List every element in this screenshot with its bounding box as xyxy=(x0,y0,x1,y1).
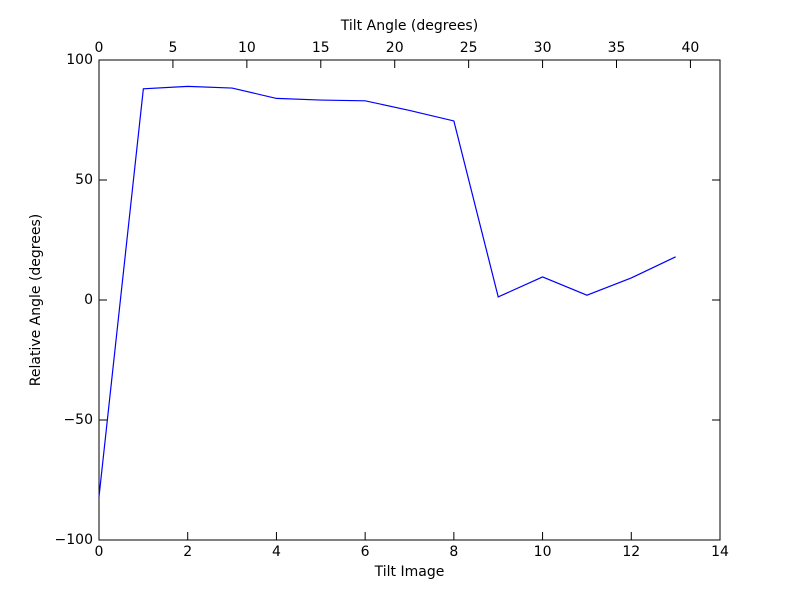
data-line xyxy=(98,85,676,497)
x-axis-label: Tilt Image xyxy=(374,564,445,580)
x-tick-label: 8 xyxy=(449,544,458,560)
y-tick-label: 0 xyxy=(84,292,93,308)
x-tick-label: 6 xyxy=(361,544,370,560)
y-tick-label: −100 xyxy=(55,532,93,548)
x2-axis-label: Tilt Angle (degrees) xyxy=(340,18,478,34)
y-tick-label: 50 xyxy=(75,172,93,188)
x2-tick-label: 20 xyxy=(386,40,404,56)
x-tick-label: 0 xyxy=(95,544,104,560)
x-tick-label: 14 xyxy=(711,544,729,560)
y-tick-label: 100 xyxy=(66,52,93,68)
plot-frame xyxy=(98,59,721,541)
x2-tick-label: 30 xyxy=(534,40,552,56)
x2-tick-label: 40 xyxy=(682,40,700,56)
x2-tick-label: 25 xyxy=(460,40,478,56)
x2-tick-label: 10 xyxy=(238,40,256,56)
x2-tick-label: 5 xyxy=(168,40,177,56)
x2-tick-label: 15 xyxy=(312,40,330,56)
x2-tick-label: 0 xyxy=(95,40,104,56)
x-tick-label: 12 xyxy=(622,544,640,560)
x-tick-label: 2 xyxy=(183,544,192,560)
x2-tick-label: 35 xyxy=(608,40,626,56)
x-tick-label: 10 xyxy=(534,544,552,560)
y-tick-label: −50 xyxy=(63,412,93,428)
y-axis-label: Relative Angle (degrees) xyxy=(28,214,44,386)
x-tick-label: 4 xyxy=(272,544,281,560)
